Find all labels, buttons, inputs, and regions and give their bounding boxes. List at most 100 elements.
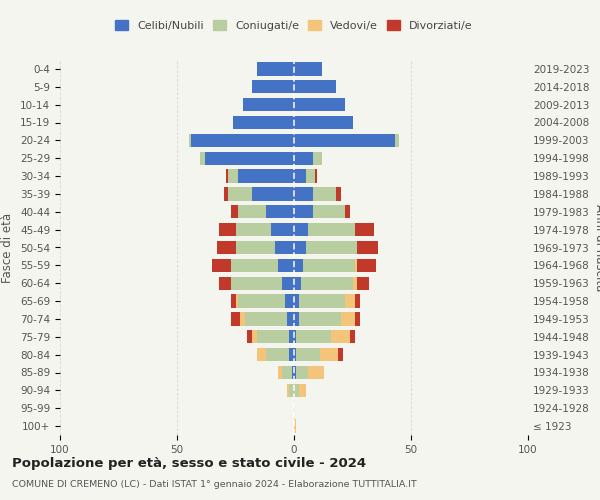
Bar — [294, 223, 308, 236]
Bar — [229, 187, 252, 200]
Legend: Celibi/Nubili, Coniugati/e, Vedovi/e, Divorziati/e: Celibi/Nubili, Coniugati/e, Vedovi/e, Di… — [112, 17, 476, 34]
Bar — [308, 223, 355, 236]
Bar — [238, 294, 284, 308]
Bar — [292, 366, 294, 379]
Bar — [355, 312, 359, 326]
Bar — [301, 276, 353, 290]
Bar — [271, 223, 294, 236]
Y-axis label: Anni di nascita: Anni di nascita — [593, 204, 600, 291]
Bar — [336, 187, 341, 200]
Bar — [294, 62, 322, 76]
Bar — [331, 330, 350, 344]
Bar — [355, 223, 374, 236]
Bar — [294, 116, 353, 129]
Bar — [294, 366, 296, 379]
Bar — [189, 134, 191, 147]
Bar — [229, 170, 238, 183]
Text: COMUNE DI CREMENO (LC) - Dati ISTAT 1° gennaio 2024 - Elaborazione TUTTITALIA.IT: COMUNE DI CREMENO (LC) - Dati ISTAT 1° g… — [12, 480, 417, 489]
Bar — [299, 384, 306, 397]
Bar — [235, 294, 238, 308]
Y-axis label: Fasce di età: Fasce di età — [1, 212, 14, 282]
Bar — [357, 258, 376, 272]
Bar — [191, 134, 294, 147]
Bar — [294, 134, 395, 147]
Bar — [287, 312, 294, 326]
Bar — [313, 152, 322, 165]
Bar — [320, 348, 338, 362]
Bar — [294, 312, 299, 326]
Bar — [236, 223, 271, 236]
Bar — [294, 348, 296, 362]
Bar — [294, 205, 313, 218]
Bar — [252, 80, 294, 94]
Bar — [294, 420, 296, 433]
Bar — [294, 98, 346, 112]
Bar — [294, 294, 299, 308]
Bar — [266, 348, 289, 362]
Bar — [284, 294, 294, 308]
Bar — [294, 80, 336, 94]
Bar — [350, 330, 355, 344]
Bar — [289, 348, 294, 362]
Bar — [233, 116, 294, 129]
Bar — [289, 330, 294, 344]
Bar — [395, 134, 400, 147]
Bar — [252, 330, 257, 344]
Bar — [313, 205, 346, 218]
Bar — [308, 366, 325, 379]
Bar — [278, 258, 294, 272]
Bar — [296, 366, 308, 379]
Bar — [247, 330, 252, 344]
Bar — [278, 366, 283, 379]
Bar — [200, 152, 205, 165]
Bar — [306, 241, 357, 254]
Bar — [287, 384, 289, 397]
Bar — [357, 276, 369, 290]
Bar — [231, 294, 235, 308]
Bar — [212, 258, 231, 272]
Bar — [338, 348, 343, 362]
Bar — [289, 384, 294, 397]
Bar — [231, 276, 283, 290]
Bar — [294, 187, 313, 200]
Bar — [238, 205, 266, 218]
Bar — [294, 276, 301, 290]
Bar — [231, 258, 278, 272]
Bar — [217, 241, 235, 254]
Bar — [275, 241, 294, 254]
Bar — [355, 294, 359, 308]
Bar — [341, 312, 355, 326]
Bar — [355, 258, 357, 272]
Bar — [346, 205, 350, 218]
Bar — [296, 348, 320, 362]
Bar — [240, 312, 245, 326]
Bar — [252, 187, 294, 200]
Bar — [294, 170, 306, 183]
Bar — [353, 276, 357, 290]
Text: Popolazione per età, sesso e stato civile - 2024: Popolazione per età, sesso e stato civil… — [12, 458, 366, 470]
Bar — [304, 258, 355, 272]
Bar — [257, 348, 266, 362]
Bar — [296, 330, 331, 344]
Bar — [238, 170, 294, 183]
Bar — [294, 384, 299, 397]
Bar — [313, 187, 336, 200]
Bar — [205, 152, 294, 165]
Bar — [357, 241, 378, 254]
Bar — [231, 205, 238, 218]
Bar — [219, 223, 235, 236]
Bar — [245, 312, 287, 326]
Bar — [294, 152, 313, 165]
Bar — [235, 241, 275, 254]
Bar — [224, 187, 229, 200]
Bar — [294, 258, 304, 272]
Bar — [294, 330, 296, 344]
Bar — [346, 294, 355, 308]
Bar — [299, 312, 341, 326]
Bar — [283, 366, 292, 379]
Bar — [226, 170, 229, 183]
Bar — [231, 312, 240, 326]
Bar — [257, 62, 294, 76]
Bar — [266, 205, 294, 218]
Bar — [219, 276, 231, 290]
